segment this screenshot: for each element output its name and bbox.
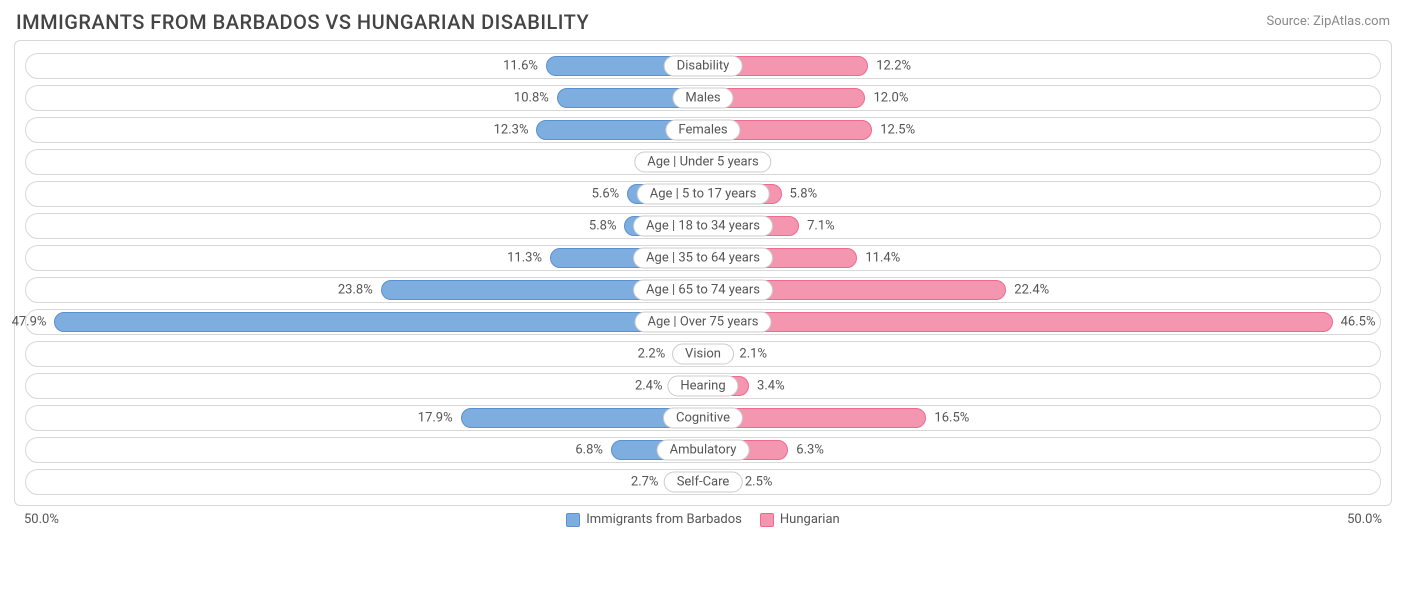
legend-label-right: Hungarian [780, 512, 840, 527]
legend-swatch-left [566, 513, 580, 527]
value-label-left: 23.8% [338, 283, 373, 298]
axis-max-left: 50.0% [24, 512, 59, 527]
chart-row: 11.6% 12.2% Disability [25, 53, 1381, 79]
axis-max-right: 50.0% [1347, 512, 1382, 527]
chart-row: 12.3% 12.5% Females [25, 117, 1381, 143]
chart-row: 2.2% 2.1% Vision [25, 341, 1381, 367]
value-label-left: 12.3% [494, 123, 529, 138]
legend-item-left: Immigrants from Barbados [566, 512, 742, 527]
value-label-right: 12.0% [873, 91, 908, 106]
chart-row: 47.9%46.5%Age | Over 75 years [25, 309, 1381, 335]
value-label-left: 2.7% [631, 475, 659, 490]
legend-swatch-right [760, 513, 774, 527]
legend-item-right: Hungarian [760, 512, 840, 527]
value-label-right: 5.8% [790, 187, 818, 202]
row-category-label: Age | 18 to 34 years [633, 216, 773, 237]
value-label-right: 6.3% [796, 443, 824, 458]
chart-row: 2.4% 3.4% Hearing [25, 373, 1381, 399]
value-label-left: 47.9% [12, 315, 47, 330]
row-category-label: Age | Under 5 years [634, 152, 771, 173]
chart-row: 10.8% 12.0% Males [25, 85, 1381, 111]
row-category-label: Males [672, 88, 733, 109]
row-category-label: Cognitive [663, 408, 743, 429]
chart-row: 5.6% 5.8% Age | 5 to 17 years [25, 181, 1381, 207]
row-category-label: Disability [664, 56, 743, 77]
value-label-left: 5.6% [592, 187, 620, 202]
chart-row: 6.8% 6.3% Ambulatory [25, 437, 1381, 463]
value-label-left: 5.8% [589, 219, 617, 234]
value-label-right: 12.2% [876, 59, 911, 74]
chart-row: 0.97%1.5%Age | Under 5 years [25, 149, 1381, 175]
legend-label-left: Immigrants from Barbados [586, 512, 742, 527]
row-category-label: Vision [672, 344, 734, 365]
chart-row: 23.8% 22.4% Age | 65 to 74 years [25, 277, 1381, 303]
row-category-label: Age | 65 to 74 years [633, 280, 773, 301]
chart-row: 5.8% 7.1% Age | 18 to 34 years [25, 213, 1381, 239]
row-category-label: Hearing [667, 376, 738, 397]
chart-title: IMMIGRANTS FROM BARBADOS VS HUNGARIAN DI… [16, 10, 589, 34]
value-label-right: 46.5% [1341, 315, 1376, 330]
row-category-label: Females [665, 120, 740, 141]
row-category-label: Self-Care [664, 472, 743, 493]
row-category-label: Age | 5 to 17 years [637, 184, 770, 205]
row-category-label: Age | Over 75 years [635, 312, 772, 333]
chart-area: 11.6% 12.2% Disability 10.8% 12.0% Males 12.3%… [14, 40, 1392, 506]
value-label-left: 6.8% [575, 443, 603, 458]
legend: Immigrants from Barbados Hungarian [566, 512, 839, 527]
value-label-left: 2.2% [638, 347, 666, 362]
chart-row: 11.3% 11.4% Age | 35 to 64 years [25, 245, 1381, 271]
chart-row: 2.7% 2.5%Self-Care [25, 469, 1381, 495]
value-label-right: 2.5% [745, 475, 773, 490]
value-label-left: 10.8% [514, 91, 549, 106]
value-label-right: 12.5% [880, 123, 915, 138]
chart-footer: 50.0% Immigrants from Barbados Hungarian… [0, 506, 1406, 527]
value-label-right: 7.1% [807, 219, 835, 234]
header: IMMIGRANTS FROM BARBADOS VS HUNGARIAN DI… [0, 0, 1406, 40]
value-label-right: 11.4% [865, 251, 900, 266]
row-category-label: Age | 35 to 64 years [633, 248, 773, 269]
value-label-right: 2.1% [739, 347, 767, 362]
chart-source: Source: ZipAtlas.com [1266, 10, 1390, 29]
value-label-right: 3.4% [757, 379, 785, 394]
bar-right [703, 312, 1333, 332]
value-label-right: 16.5% [934, 411, 969, 426]
chart-row: 17.9% 16.5% Cognitive [25, 405, 1381, 431]
value-label-right: 22.4% [1014, 283, 1049, 298]
value-label-left: 17.9% [418, 411, 453, 426]
bar-left [54, 312, 703, 332]
value-label-left: 11.3% [507, 251, 542, 266]
value-label-left: 11.6% [503, 59, 538, 74]
value-label-left: 2.4% [635, 379, 663, 394]
row-category-label: Ambulatory [657, 440, 750, 461]
